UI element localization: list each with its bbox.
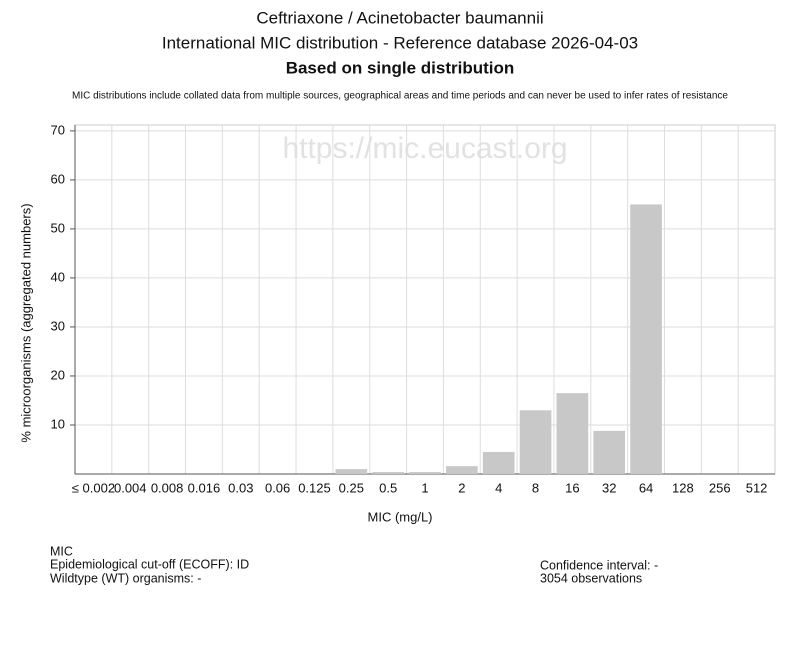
x-tick-label: 0.125 [298, 480, 331, 495]
bar [335, 469, 368, 474]
x-tick-label: 0.004 [114, 480, 147, 495]
x-tick-label: 64 [639, 480, 653, 495]
x-tick-label: 4 [495, 480, 502, 495]
x-tick-label: 0.016 [188, 480, 221, 495]
bar [593, 430, 626, 474]
y-axis-label: % microorganisms (aggregated numbers) [18, 203, 33, 442]
y-tick-label: 50 [51, 220, 65, 235]
x-tick-label: 32 [602, 480, 616, 495]
x-tick-label: 16 [565, 480, 579, 495]
chart-title: Ceftriaxone / Acinetobacter baumannii [256, 8, 543, 27]
watermark: https://mic.eucast.org [282, 132, 567, 165]
chart-subtitle: International MIC distribution - Referen… [162, 33, 638, 52]
x-tick-label: 256 [709, 480, 731, 495]
x-tick-label: 0.25 [339, 480, 364, 495]
x-tick-label: 128 [672, 480, 694, 495]
x-tick-label: 1 [421, 480, 428, 495]
bar [482, 451, 515, 474]
bar [409, 472, 441, 474]
footer-text: Wildtype (WT) organisms: - [50, 571, 201, 585]
x-tick-label: 0.5 [379, 480, 397, 495]
x-tick-label: 0.06 [265, 480, 290, 495]
bar [519, 410, 552, 474]
bar [446, 466, 478, 474]
x-tick-label: 8 [532, 480, 539, 495]
footer-text: Epidemiological cut-off (ECOFF): ID [50, 557, 249, 571]
footer-text: 3054 observations [540, 571, 642, 585]
y-tick-label: 60 [51, 171, 65, 186]
x-tick-label: 512 [746, 480, 768, 495]
x-tick-label: 0.008 [151, 480, 184, 495]
footer-text: Confidence interval: - [540, 558, 658, 572]
x-tick-label: 0.03 [228, 480, 253, 495]
y-tick-label: 40 [51, 269, 65, 284]
bar [372, 472, 404, 474]
bar [556, 393, 589, 474]
x-tick-label: 2 [458, 480, 465, 495]
x-axis-label: MIC (mg/L) [368, 509, 433, 524]
y-tick-label: 10 [51, 416, 65, 431]
chart-note: MIC distributions include collated data … [72, 91, 728, 102]
x-tick-label: ≤ 0.002 [72, 480, 115, 495]
y-tick-label: 30 [51, 318, 65, 333]
bar [630, 204, 662, 475]
chart-heading: Based on single distribution [286, 58, 515, 77]
footer-text: MIC [50, 544, 73, 558]
y-tick-label: 20 [51, 367, 65, 382]
y-tick-label: 70 [51, 122, 65, 137]
